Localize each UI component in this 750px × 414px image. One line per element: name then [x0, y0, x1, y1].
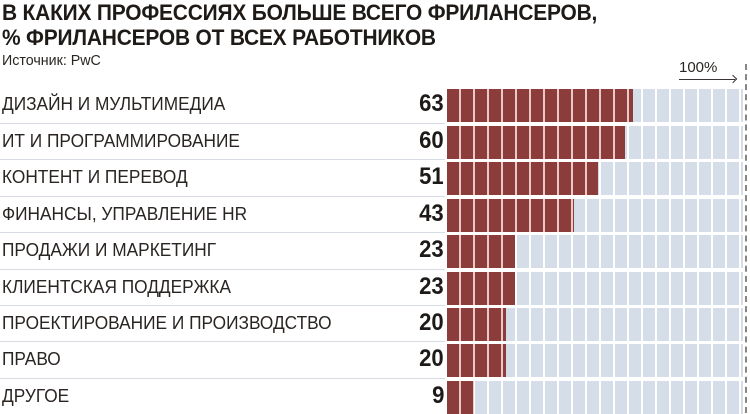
category-label: КЛИЕНТСКАЯ ПОДДЕРЖКА: [2, 277, 232, 297]
bar-track: [447, 272, 743, 305]
chart-title-line-2: % ФРИЛАНСЕРОВ ОТ ВСЕХ РАБОТНИКОВ: [2, 25, 436, 50]
bar-fill: [447, 272, 516, 305]
bar-track: [447, 89, 743, 122]
arrow-right-icon: [679, 79, 735, 80]
bar-track: [447, 162, 743, 195]
row-separator: [0, 378, 445, 379]
row-separator: [0, 341, 445, 342]
max-reference-line: [745, 64, 747, 413]
category-label: ИТ И ПРОГРАММИРОВАНИЕ: [2, 131, 240, 151]
bar-track: [447, 381, 743, 414]
category-label: ДИЗАЙН И МУЛЬТИМЕДИА: [2, 94, 226, 114]
bar-fill: [447, 89, 634, 122]
bar-row: ПРАВО 20: [0, 343, 750, 377]
value-label: 23: [419, 236, 444, 263]
chart-title-line-1: В КАКИХ ПРОФЕССИЯХ БОЛЬШЕ ВСЕГО ФРИЛАНСЕ…: [2, 0, 598, 25]
value-label: 23: [419, 273, 444, 300]
chart-source: Источник: PwC: [2, 52, 101, 69]
bar-fill: [447, 235, 516, 268]
category-label: ПРАВО: [2, 349, 61, 369]
bar-row: ДИЗАЙН И МУЛЬТИМЕДИА 63: [0, 88, 750, 122]
bar-row: КЛИЕНТСКАЯ ПОДДЕРЖКА 23: [0, 271, 750, 305]
bar-row: КОНТЕНТ И ПЕРЕВОД 51: [0, 161, 750, 195]
bar-row: ДРУГОЕ 9: [0, 380, 750, 414]
bar-row: ПРОЕКТИРОВАНИЕ И ПРОИЗВОДСТВО 20: [0, 307, 750, 341]
scale-100-label: 100%: [679, 59, 718, 76]
value-label: 9: [431, 382, 444, 409]
bar-track: [447, 126, 743, 159]
value-label: 60: [419, 127, 444, 154]
row-separator: [0, 305, 445, 306]
row-separator: [0, 269, 445, 270]
value-label: 63: [419, 90, 444, 117]
bar-fill: [447, 162, 598, 195]
value-label: 20: [419, 309, 444, 336]
bar-row: ФИНАНСЫ, УПРАВЛЕНИЕ HR 43: [0, 198, 750, 232]
bar-track: [447, 308, 743, 341]
bar-track: [447, 344, 743, 377]
bar-row: ПРОДАЖИ И МАРКЕТИНГ 23: [0, 234, 750, 268]
chart-title: В КАКИХ ПРОФЕССИЯХ БОЛЬШЕ ВСЕГО ФРИЛАНСЕ…: [2, 0, 597, 50]
bar-fill: [447, 308, 507, 341]
row-separator: [0, 196, 445, 197]
value-label: 43: [419, 200, 444, 227]
category-label: ФИНАНСЫ, УПРАВЛЕНИЕ HR: [2, 204, 248, 224]
bar-fill: [447, 344, 507, 377]
bar-fill: [447, 126, 625, 159]
bar-track: [447, 199, 743, 232]
category-label: ПРОЕКТИРОВАНИЕ И ПРОИЗВОДСТВО: [2, 313, 332, 333]
row-separator: [0, 159, 445, 160]
bar-row: ИТ И ПРОГРАММИРОВАНИЕ 60: [0, 125, 750, 159]
bar-track: [447, 235, 743, 268]
category-label: КОНТЕНТ И ПЕРЕВОД: [2, 167, 188, 187]
value-label: 51: [419, 163, 444, 190]
bar-fill: [447, 199, 575, 232]
category-label: ДРУГОЕ: [2, 386, 70, 406]
value-label: 20: [419, 345, 444, 372]
row-separator: [0, 232, 445, 233]
row-separator: [0, 123, 445, 124]
bar-fill: [447, 381, 474, 414]
category-label: ПРОДАЖИ И МАРКЕТИНГ: [2, 240, 217, 260]
